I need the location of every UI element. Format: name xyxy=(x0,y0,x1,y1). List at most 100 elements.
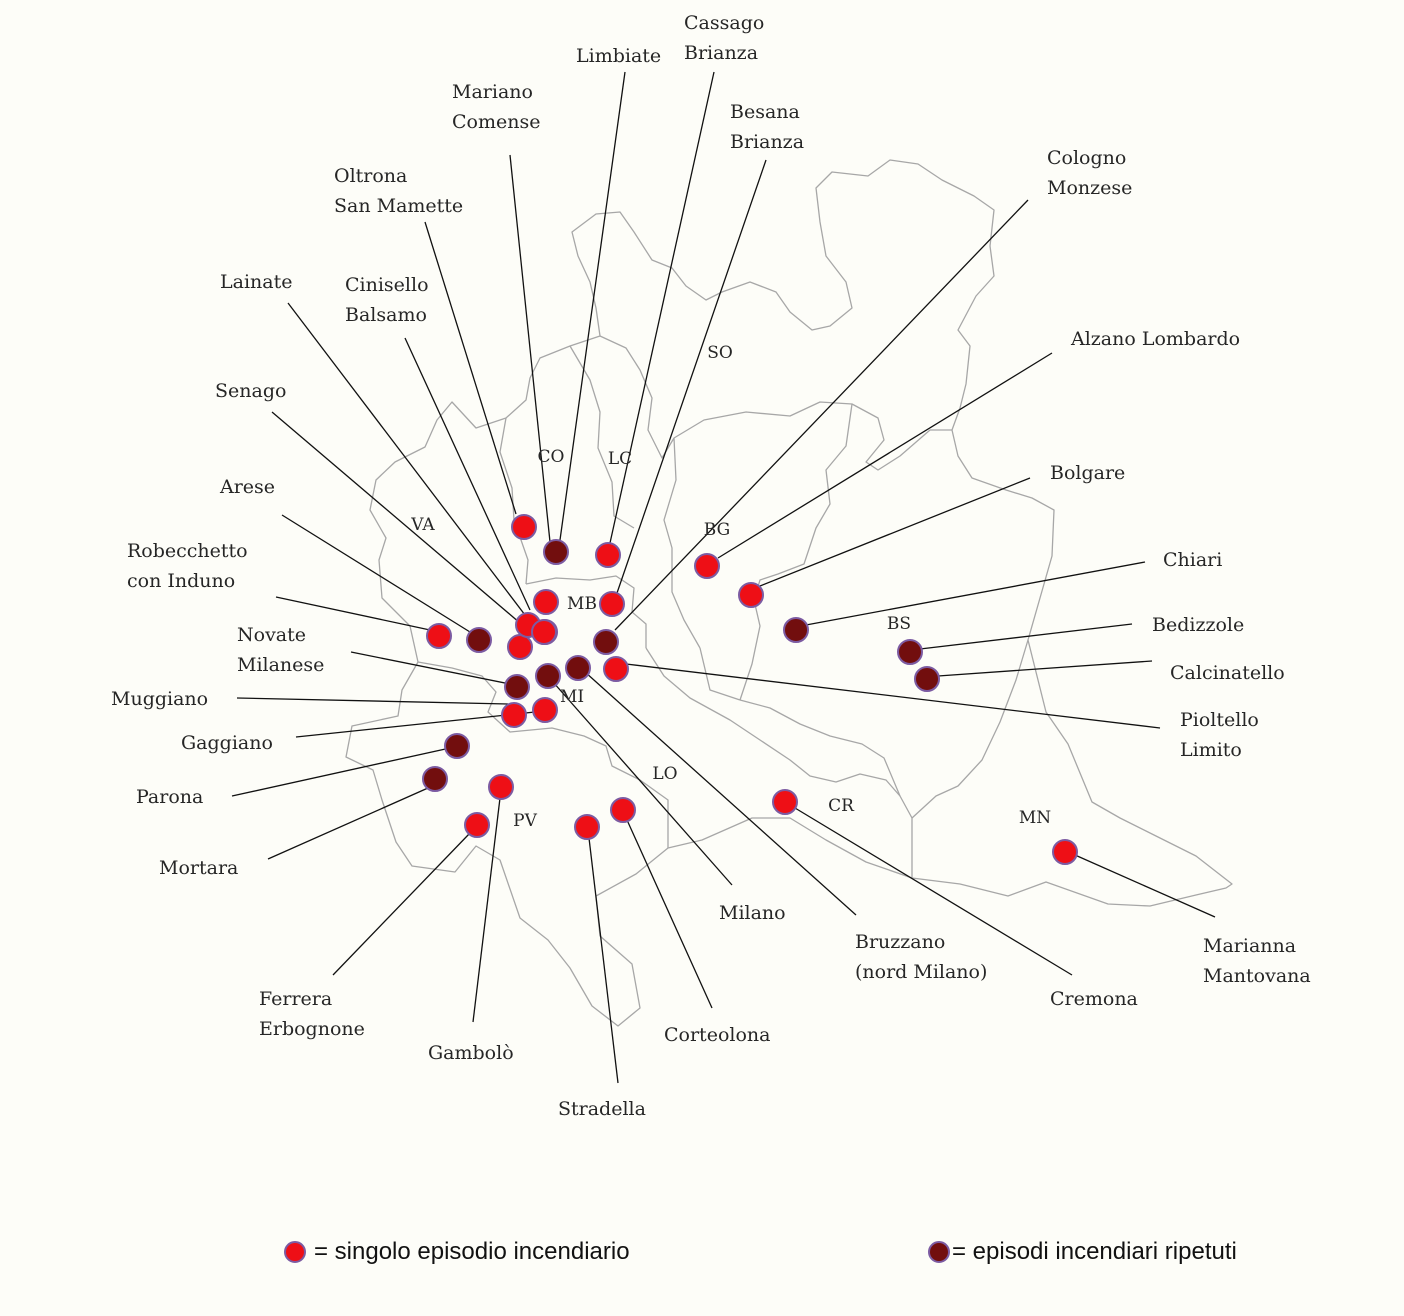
province-border xyxy=(699,647,741,701)
cologno-monzese-label-line: Monzese xyxy=(1047,177,1132,199)
limbiate-label-line: Limbiate xyxy=(576,45,661,67)
oltrona-san-mamette-label: Oltrona San Mamette xyxy=(334,165,463,217)
province-border xyxy=(739,699,901,797)
muggiano-leader-line xyxy=(236,697,509,705)
robecchetto-con-induno-label: Robecchetto con Induno xyxy=(127,540,248,592)
cinisello-balsamo-label: Cinisello Balsamo xyxy=(345,274,429,326)
mortara-marker xyxy=(422,766,448,792)
province-pv-label: PV xyxy=(513,811,537,831)
besana-brianza-leader-line xyxy=(616,159,767,594)
gambolo-leader-line xyxy=(472,797,501,1023)
alzano-lombardo-marker xyxy=(694,553,720,579)
mariano-comense-label: Mariano Comense xyxy=(452,81,540,133)
province-lo-label: LO xyxy=(652,764,677,784)
province-mn-label: MN xyxy=(1019,808,1051,828)
province-borders xyxy=(345,159,1233,1027)
chiari-marker xyxy=(783,617,809,643)
bedizzole-marker xyxy=(897,639,923,665)
robecchetto-con-induno-label-line: con Induno xyxy=(127,570,235,592)
pioltello-limito-label-line: Pioltello xyxy=(1180,709,1259,731)
muggiano-marker xyxy=(501,702,527,728)
arese-leader-line xyxy=(281,514,471,633)
legend-repeated-label: = episodi incendiari ripetuti xyxy=(952,1238,1237,1265)
ferrera-erbognone-label-line: Erbognone xyxy=(259,1018,365,1040)
bedizzole-leader-line xyxy=(919,623,1133,650)
pioltello-limito-marker xyxy=(603,656,629,682)
cassago-brianza-leader-line xyxy=(609,71,715,544)
corteolona-label-line: Corteolona xyxy=(664,1024,770,1046)
gaggiano-label-line: Gaggiano xyxy=(181,732,273,754)
province-border xyxy=(569,345,635,529)
bedizzole-label: Bedizzole xyxy=(1152,614,1244,636)
alzano-lombardo-label: Alzano Lombardo xyxy=(1070,328,1240,350)
muggiano-label-line: Muggiano xyxy=(111,688,208,710)
bolgare-label: Bolgare xyxy=(1050,462,1125,484)
place-labels: Limbiate Cassago Brianza Mariano Comense Besa… xyxy=(111,12,1311,1120)
corteolona-leader-line xyxy=(626,819,713,1009)
bruzzano-label-line: (nord Milano) xyxy=(855,961,987,983)
novate-milanese-label: Novate Milanese xyxy=(237,624,324,676)
lainate-label-line: Lainate xyxy=(220,271,292,293)
legend-single: = singolo episodio incendiario xyxy=(284,1238,630,1266)
cinisello-balsamo-marker xyxy=(533,589,559,615)
cologno-monzese-label: Cologno Monzese xyxy=(1047,147,1132,199)
corteolona-label: Corteolona xyxy=(664,1024,770,1046)
gambolo-label-line: Gambolò xyxy=(428,1042,514,1064)
legend-repeated: = episodi incendiari ripetuti xyxy=(928,1238,1237,1266)
cremona-leader-line xyxy=(794,807,1073,976)
cassago-brianza-label-line: Cassago xyxy=(684,12,764,34)
cologno-monzese-marker xyxy=(593,629,619,655)
pioltello-limito-leader-line xyxy=(625,663,1161,729)
stradella-label: Stradella xyxy=(558,1098,646,1120)
province-lc-label: LC xyxy=(608,449,632,469)
cologno-monzese-leader-line xyxy=(614,199,1029,631)
lainate-leader-line xyxy=(287,302,526,616)
leader-lines xyxy=(231,71,1216,1084)
corteolona-marker xyxy=(610,797,636,823)
besana-brianza-marker xyxy=(599,591,625,617)
robecchetto-con-induno-label-line: Robecchetto xyxy=(127,540,248,562)
arese-label-line: Arese xyxy=(219,476,275,498)
mariano-comense-label-line: Mariano xyxy=(452,81,533,103)
stradella-leader-line xyxy=(588,837,619,1084)
gaggiano-marker xyxy=(532,697,558,723)
arese-label: Arese xyxy=(219,476,275,498)
mortara-label: Mortara xyxy=(159,857,238,879)
province-border xyxy=(911,639,1029,819)
mariano-comense-marker xyxy=(511,514,537,540)
lainate-label: Lainate xyxy=(220,271,292,293)
besana-brianza-label-line: Besana xyxy=(730,101,800,123)
marianna-mantovana-marker xyxy=(1052,839,1078,865)
milano-label-line: Milano xyxy=(719,902,786,924)
repeated-episodes-swatch xyxy=(928,1241,950,1263)
oltrona-san-mamette-label-line: Oltrona xyxy=(334,165,407,187)
limbiate-leader-line xyxy=(559,71,626,541)
parona-leader-line xyxy=(231,747,451,797)
oltrona-san-mamette-leader-line xyxy=(424,221,517,515)
besana-brianza-label: Besana Brianza xyxy=(730,101,804,153)
cremona-label-line: Cremona xyxy=(1050,988,1138,1010)
senago-label-line: Senago xyxy=(215,380,286,402)
cassago-brianza-marker xyxy=(595,542,621,568)
cassago-brianza-label: Cassago Brianza xyxy=(684,12,764,64)
bruzzano-leader-line xyxy=(584,671,857,916)
novate-milanese-label-line: Milanese xyxy=(237,654,324,676)
milano-leader-line xyxy=(552,681,733,886)
limbiate-marker xyxy=(543,539,569,565)
marianna-mantovana-label-line: Marianna xyxy=(1203,935,1296,957)
novate-milanese-leader-line xyxy=(350,651,511,685)
robecchetto-con-induno-leader-line xyxy=(275,596,431,631)
bruzzano-marker xyxy=(565,655,591,681)
bolgare-leader-line xyxy=(759,477,1031,587)
calcinatello-marker xyxy=(914,666,940,692)
gaggiano-label: Gaggiano xyxy=(181,732,273,754)
province-border xyxy=(663,437,701,649)
gambolo-marker xyxy=(488,774,514,800)
ferrera-erbognone-leader-line xyxy=(332,832,471,976)
province-border xyxy=(739,403,853,701)
extra-1-marker xyxy=(531,619,557,645)
ferrera-erbognone-marker xyxy=(464,812,490,838)
chiari-leader-line xyxy=(805,561,1146,626)
milano-label: Milano xyxy=(719,902,786,924)
mariano-comense-leader-line xyxy=(509,154,551,543)
